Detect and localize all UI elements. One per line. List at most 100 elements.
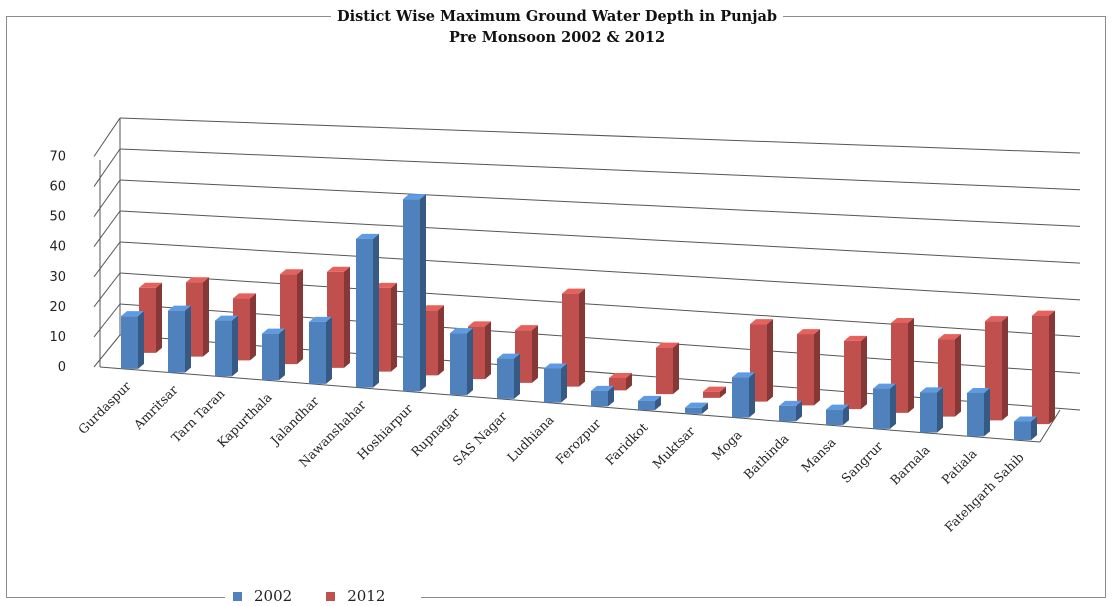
bar-2002-2-front — [215, 320, 232, 377]
gridline-40 — [119, 210, 1081, 264]
bar-2002-10-side — [608, 385, 614, 407]
bar-2012-5-top — [374, 282, 397, 288]
bar-2002-6-front — [403, 199, 420, 392]
bar-2002-19-top — [1014, 416, 1037, 422]
bar-2012-17-side — [955, 334, 961, 417]
bar-2002-2-top — [215, 315, 238, 321]
bar-2002-13-side — [749, 372, 755, 418]
tick-70 — [93, 117, 121, 157]
category-label-18: Patiala — [938, 446, 980, 488]
bar-2012-12-top — [703, 386, 726, 392]
ytick-label-10: 10 — [49, 330, 66, 345]
bar-2002-11-front — [638, 400, 655, 411]
bar-2012-0-side — [156, 282, 162, 353]
bar-2012-15-front — [844, 340, 861, 410]
gridline-30 — [119, 241, 1081, 301]
category-label-1: Amritsar — [130, 382, 181, 433]
bar-2002-8-front — [497, 358, 514, 399]
bar-2002-11-side — [655, 395, 661, 411]
bar-2012-14-top — [797, 329, 820, 335]
bar-2002-6-side — [420, 194, 426, 392]
bar-2012-17-top — [938, 334, 961, 340]
bar-2002-2-side — [232, 315, 238, 377]
category-label-0: Gurdaspur — [75, 378, 134, 437]
tick-40 — [93, 210, 121, 248]
bar-2002-14-side — [796, 400, 802, 422]
bar-2002-15-side — [843, 404, 849, 426]
bar-2012-11-front — [656, 347, 673, 395]
bar-2012-14-front — [797, 334, 814, 406]
bar-2002-17-side — [937, 387, 943, 433]
bar-2012-8-top — [515, 325, 538, 331]
tick-30 — [93, 241, 121, 278]
category-label-10: Ferozpur — [552, 416, 603, 467]
gridline-60 — [119, 148, 1081, 191]
ytick-label-40: 40 — [49, 240, 66, 255]
bar-2012-19-front — [1032, 315, 1049, 425]
bar-2002-0-top — [121, 311, 144, 317]
bar-2002-18-side — [984, 387, 990, 437]
bar-2012-4-top — [327, 266, 350, 272]
bar-2012-7-side — [485, 321, 491, 380]
bar-2002-17-front — [920, 392, 937, 433]
ytick-label-70: 70 — [49, 150, 66, 165]
bar-2012-10-top — [609, 372, 632, 378]
bar-2012-0-top — [139, 282, 162, 288]
category-label-15: Mansa — [798, 434, 839, 475]
category-label-17: Barnala — [887, 442, 933, 488]
bar-2002-9-front — [544, 368, 561, 403]
bar-2012-8-side — [532, 325, 538, 383]
bar-2012-6-side — [438, 305, 444, 376]
legend: 2002 2012 — [225, 586, 422, 606]
bar-2002-3-top — [262, 328, 285, 334]
bar-2002-1-side — [185, 305, 191, 373]
tick-10 — [93, 303, 121, 338]
gridline-20 — [119, 272, 1081, 338]
bar-2012-11-side — [673, 342, 679, 395]
ytick-label-20: 20 — [49, 300, 66, 315]
category-label-9: Ludhiana — [504, 412, 557, 465]
bar-2012-13-side — [767, 319, 773, 402]
bar-2012-18-top — [985, 316, 1008, 322]
tick-50 — [93, 179, 121, 217]
bar-2002-5-front — [356, 238, 373, 388]
bar-2002-5-side — [373, 233, 379, 388]
bar-2012-11-top — [656, 342, 679, 348]
bar-2012-5-side — [391, 282, 397, 372]
bar-2002-11-top — [638, 395, 661, 401]
bar-2012-9-front — [562, 293, 579, 387]
bar-2002-0-front — [121, 316, 138, 369]
bar-2012-6-top — [421, 305, 444, 311]
bar-2002-18-front — [967, 392, 984, 437]
bar-2012-12-front — [703, 391, 720, 398]
ytick-label-50: 50 — [49, 210, 66, 225]
bar-2012-1-side — [203, 277, 209, 357]
bar-2012-19-side — [1049, 310, 1055, 425]
bar-2012-12-side — [720, 386, 726, 398]
bar-2002-8-side — [514, 353, 520, 399]
legend-item-2002: 2002 — [233, 587, 292, 605]
tick-60 — [93, 148, 121, 187]
bar-2002-13-top — [732, 372, 755, 378]
bar-2002-17-top — [920, 387, 943, 393]
gridline-50 — [119, 179, 1081, 227]
bar-2012-2-side — [250, 293, 256, 361]
bar-2002-8-top — [497, 353, 520, 359]
bar-2002-12-top — [685, 402, 708, 408]
bar-2002-18-top — [967, 387, 990, 393]
bar-2002-4-top — [309, 316, 332, 322]
bar-2012-10-side — [626, 372, 632, 391]
legend-label-2012: 2012 — [347, 587, 386, 605]
legend-swatch-2002 — [233, 591, 242, 601]
bar-2012-13-top — [750, 319, 773, 325]
bar-2002-12-side — [702, 402, 708, 414]
bar-2002-10-front — [591, 390, 608, 407]
bar-2002-6-top — [403, 194, 426, 200]
bar-2002-1-front — [168, 310, 185, 373]
bar-2002-14-front — [779, 405, 796, 422]
bar-2012-9-side — [579, 288, 585, 387]
bar-2002-3-side — [279, 328, 285, 381]
bar-2002-10-top — [591, 385, 614, 391]
bar-2012-14-side — [814, 329, 820, 406]
